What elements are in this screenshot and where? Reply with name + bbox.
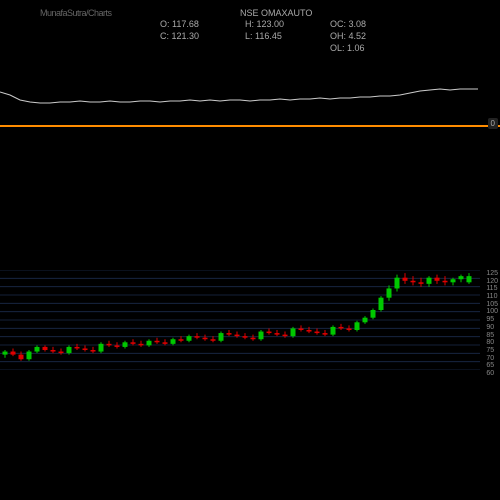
chart-header: MunafaSutra/Charts NSE OMAXAUTO O: 117.6… [0,4,500,40]
y-tick-label: 90 [486,324,498,332]
y-tick-label: 115 [486,285,498,293]
indicator-line-chart [0,40,480,125]
section-divider [0,125,500,127]
y-tick-label: 75 [486,347,498,355]
high-value: H: 123.00 [245,19,330,31]
oc-value: OC: 3.08 [330,19,390,31]
y-tick-label: 65 [486,362,498,370]
y-tick-label: 125 [486,270,498,278]
y-tick-label: 120 [486,278,498,286]
open-value: O: 117.68 [160,19,245,31]
y-tick-label: 100 [486,308,498,316]
y-tick-label: 95 [486,316,498,324]
y-tick-label: 85 [486,332,498,340]
watermark-text: MunafaSutra/Charts [40,8,112,18]
ticker-symbol: NSE OMAXAUTO [240,8,312,18]
divider-value-tag: 0 [488,118,498,129]
y-tick-label: 110 [486,293,498,301]
y-tick-label: 80 [486,339,498,347]
y-tick-label: 60 [486,370,498,378]
candlestick-chart[interactable] [0,270,480,370]
y-tick-label: 105 [486,301,498,309]
y-tick-label: 70 [486,355,498,363]
y-axis-labels: 1251201151101051009590858075706560 [486,270,498,370]
